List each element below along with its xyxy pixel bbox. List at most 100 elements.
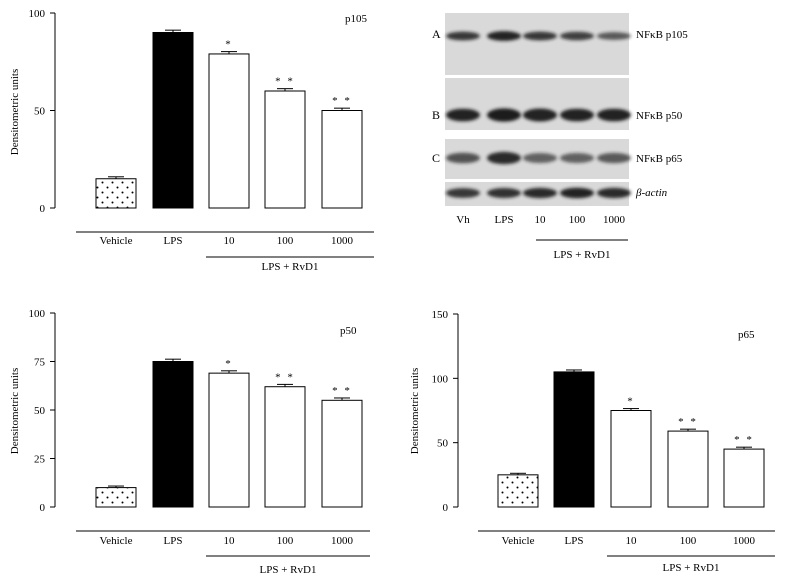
blot-lane-labels: Vh LPS 10 100 1000 bbox=[456, 214, 625, 226]
p50-bar-chart: 0 25 50 75 100 Densitometric units p50 Vehicle L… bbox=[9, 308, 370, 576]
blot-band-p50 bbox=[560, 108, 594, 122]
category-label: 100 bbox=[680, 535, 697, 547]
blot-band-actin bbox=[523, 187, 557, 199]
blot-lane-label: 100 bbox=[569, 214, 586, 226]
band-label-p105: NFκB p105 bbox=[636, 29, 688, 41]
category-label: 100 bbox=[277, 535, 294, 547]
category-label: 10 bbox=[224, 535, 236, 547]
category-label: 1000 bbox=[331, 535, 354, 547]
significance-marker: * * bbox=[275, 76, 295, 88]
y-axis-label: Densitometric units bbox=[9, 368, 21, 454]
bar-1000 bbox=[723, 448, 765, 508]
significance-marker: * bbox=[627, 396, 635, 408]
category-label: 100 bbox=[277, 235, 294, 247]
panel-title: p50 bbox=[340, 325, 357, 337]
bar-100 bbox=[264, 386, 306, 508]
y-tick-label: 0 bbox=[443, 502, 449, 514]
blot-band-p65 bbox=[560, 153, 594, 163]
bar-Vehicle bbox=[497, 474, 539, 508]
group-label: LPS + RvD1 bbox=[260, 564, 317, 576]
blot-band-p105 bbox=[487, 31, 521, 41]
bar-1000 bbox=[321, 110, 363, 209]
bar-10 bbox=[208, 372, 250, 508]
significance-marker: * * bbox=[332, 385, 352, 397]
y-tick-label: 0 bbox=[40, 502, 46, 514]
y-tick-label: 100 bbox=[29, 8, 46, 20]
p65-bar-chart: 0 50 100 150 Densitometric units p65 Vehicle LP… bbox=[409, 309, 775, 574]
bar-1000 bbox=[321, 399, 363, 508]
blot-lane-label: LPS bbox=[495, 214, 514, 226]
bar-Vehicle bbox=[95, 487, 137, 508]
bar-LPS bbox=[553, 371, 595, 508]
y-tick-label: 50 bbox=[437, 438, 449, 450]
y-axis-label: Densitometric units bbox=[9, 69, 21, 155]
blot-row-letter-c: C bbox=[432, 151, 440, 165]
group-label: LPS + RvD1 bbox=[262, 261, 319, 273]
blot-band-p105 bbox=[597, 32, 631, 40]
p105-bar-chart: 0 50 100 Densitometric units p105 Vehicle LPS *… bbox=[9, 8, 374, 273]
blot-band-p65 bbox=[523, 153, 557, 163]
group-label: LPS + RvD1 bbox=[663, 562, 720, 574]
significance-marker: * * bbox=[678, 416, 698, 428]
panel-title: p65 bbox=[738, 329, 755, 341]
western-blot-panel: A B C NFκB p105 NFκB p50 NFκB p65 β-acti… bbox=[432, 13, 688, 261]
blot-strip-p50 bbox=[445, 78, 629, 130]
significance-marker: * * bbox=[734, 434, 754, 446]
category-label: 10 bbox=[626, 535, 638, 547]
significance-marker: * * bbox=[275, 371, 295, 383]
blot-lane-label: 1000 bbox=[603, 214, 626, 226]
y-tick-label: 50 bbox=[34, 405, 46, 417]
category-label: Vehicle bbox=[100, 235, 133, 247]
blot-band-actin bbox=[560, 187, 594, 199]
blot-band-p65 bbox=[597, 152, 631, 164]
bar-Vehicle bbox=[95, 178, 137, 209]
bar-10 bbox=[208, 53, 250, 209]
bar-LPS bbox=[152, 32, 194, 209]
blot-lane-label: 10 bbox=[535, 214, 547, 226]
blot-band-p105 bbox=[560, 31, 594, 41]
bar-100 bbox=[264, 90, 306, 209]
blot-band-p50 bbox=[523, 108, 557, 122]
y-tick-label: 150 bbox=[432, 309, 449, 321]
band-label-p50: NFκB p50 bbox=[636, 110, 683, 122]
bar-10 bbox=[610, 410, 652, 508]
blot-band-p65 bbox=[487, 151, 521, 165]
category-label: 1000 bbox=[733, 535, 756, 547]
significance-marker: * * bbox=[332, 95, 352, 107]
y-axis-label: Densitometric units bbox=[409, 368, 421, 454]
y-tick-label: 25 bbox=[34, 454, 46, 466]
category-label: 1000 bbox=[331, 235, 354, 247]
panel-title: p105 bbox=[345, 13, 368, 25]
band-label-actin: β-actin bbox=[635, 187, 668, 199]
category-label: Vehicle bbox=[502, 535, 535, 547]
y-tick-label: 0 bbox=[40, 203, 46, 215]
y-tick-label: 100 bbox=[29, 308, 46, 320]
blot-band-p105 bbox=[523, 31, 557, 41]
y-tick-label: 50 bbox=[34, 106, 46, 118]
bar-100 bbox=[667, 430, 709, 508]
blot-lane-label: Vh bbox=[456, 214, 470, 226]
blot-strip-p105 bbox=[445, 13, 629, 75]
blot-band-p50 bbox=[487, 108, 521, 122]
significance-marker: * bbox=[225, 39, 233, 51]
category-label: LPS bbox=[565, 535, 584, 547]
category-label: LPS bbox=[164, 235, 183, 247]
bar-LPS bbox=[152, 361, 194, 508]
y-tick-label: 100 bbox=[432, 373, 449, 385]
category-label: 10 bbox=[224, 235, 236, 247]
significance-marker: * bbox=[225, 358, 233, 370]
blot-band-p105 bbox=[446, 31, 480, 41]
band-label-p65: NFκB p65 bbox=[636, 153, 683, 165]
blot-row-letter-a: A bbox=[432, 27, 441, 41]
blot-group-label: LPS + RvD1 bbox=[554, 249, 611, 261]
blot-band-p65 bbox=[446, 152, 480, 164]
category-label: Vehicle bbox=[100, 535, 133, 547]
blot-band-actin bbox=[487, 188, 521, 198]
blot-band-actin bbox=[597, 187, 631, 199]
blot-row-letter-b: B bbox=[432, 108, 440, 122]
category-label: LPS bbox=[164, 535, 183, 547]
y-tick-label: 75 bbox=[34, 357, 46, 369]
blot-band-actin bbox=[446, 188, 480, 198]
blot-band-p50 bbox=[597, 108, 631, 122]
